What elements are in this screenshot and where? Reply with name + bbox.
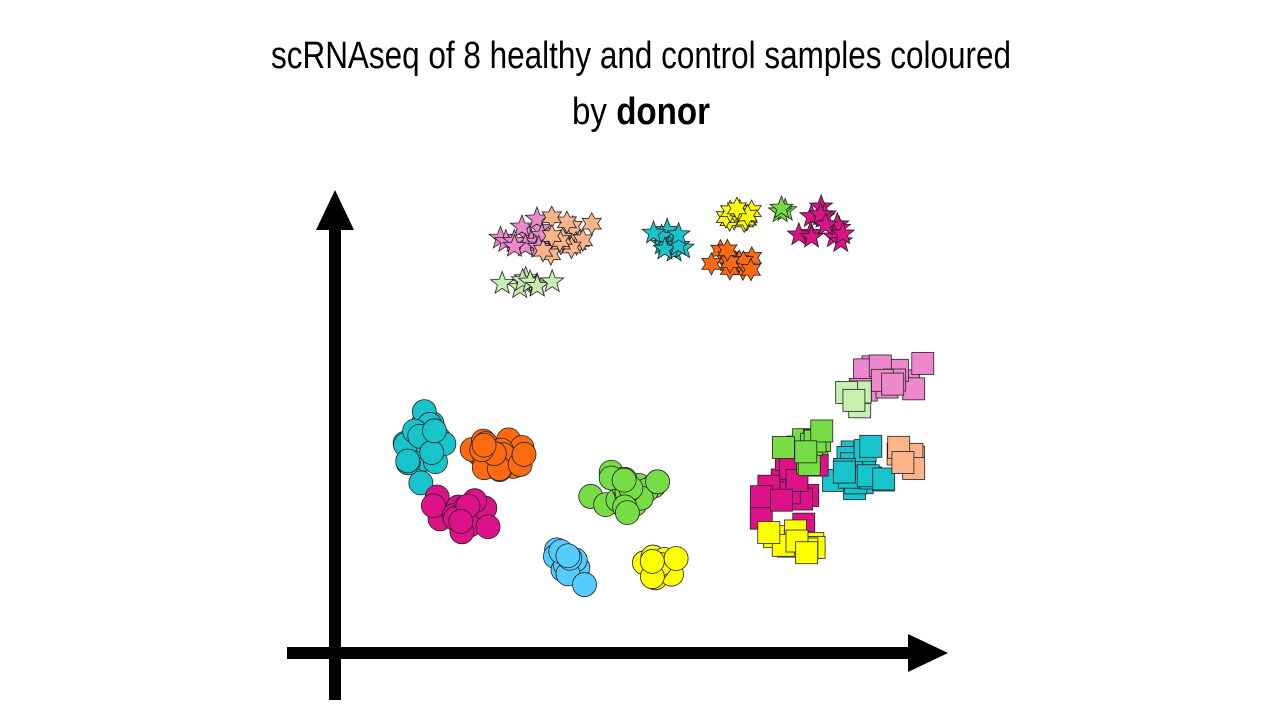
marker (881, 372, 905, 396)
marker (489, 270, 515, 295)
title-emphasis: donor (616, 91, 710, 133)
marker (541, 224, 563, 248)
marker (911, 352, 935, 375)
marker (448, 509, 474, 534)
marker (640, 219, 667, 244)
marker (719, 250, 741, 275)
marker (798, 224, 825, 248)
marker (832, 460, 856, 484)
marker (740, 257, 762, 282)
marker (663, 546, 689, 571)
y-arrow (316, 190, 354, 230)
marker (555, 543, 581, 569)
marker (859, 434, 883, 458)
marker (645, 469, 670, 495)
marker (572, 572, 597, 597)
marker (572, 228, 594, 253)
title-line-2: by donor (572, 91, 710, 133)
marker (666, 221, 692, 246)
marker (794, 440, 818, 464)
marker (539, 268, 565, 293)
marker (420, 493, 446, 519)
marker (795, 541, 819, 565)
marker (665, 232, 691, 256)
marker (830, 220, 856, 245)
title-prefix: by (572, 91, 607, 133)
marker (807, 201, 834, 226)
x-arrow (908, 634, 948, 672)
marker (475, 514, 501, 540)
marker (395, 448, 421, 474)
marker (872, 467, 896, 491)
marker (772, 436, 795, 459)
marker (471, 432, 497, 458)
marker (770, 488, 793, 512)
marker (813, 211, 839, 236)
marker (614, 500, 640, 526)
marker (511, 441, 537, 467)
points (392, 193, 935, 597)
marker (611, 467, 637, 493)
marker (502, 233, 528, 257)
marker (419, 440, 445, 465)
marker (786, 221, 812, 246)
marker (717, 238, 738, 263)
marker (581, 211, 602, 236)
marker (842, 388, 866, 412)
marker (810, 419, 834, 443)
title-line-1: scRNAseq of 8 healthy and control sample… (271, 35, 1011, 77)
marker (422, 418, 447, 444)
marker (524, 273, 550, 297)
marker (749, 485, 773, 509)
marker (726, 196, 748, 221)
marker (891, 451, 915, 474)
marker (768, 194, 794, 219)
marker (757, 521, 781, 544)
marker (639, 549, 665, 574)
marker (509, 213, 535, 238)
